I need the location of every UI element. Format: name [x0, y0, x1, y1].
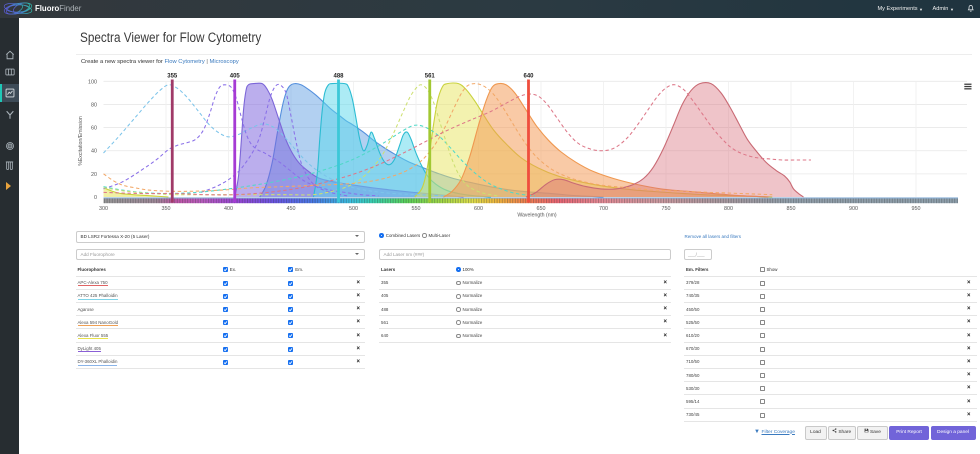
- svg-text:400: 400: [224, 206, 233, 212]
- svg-text:80: 80: [91, 102, 97, 108]
- svg-text:60: 60: [91, 126, 97, 132]
- svg-text:500: 500: [349, 206, 358, 212]
- svg-text:650: 650: [537, 206, 546, 212]
- svg-text:0: 0: [94, 195, 97, 201]
- svg-text:300: 300: [99, 206, 108, 212]
- svg-text:100: 100: [88, 79, 97, 85]
- svg-text:700: 700: [599, 206, 608, 212]
- svg-text:600: 600: [474, 206, 483, 212]
- svg-text:%Excitation/Emission: %Excitation/Emission: [78, 116, 84, 166]
- svg-text:40: 40: [91, 149, 97, 155]
- svg-text:561: 561: [425, 74, 436, 80]
- svg-text:20: 20: [91, 172, 97, 178]
- svg-text:405: 405: [230, 74, 241, 80]
- svg-text:488: 488: [333, 74, 344, 80]
- svg-text:900: 900: [849, 206, 858, 212]
- svg-text:Wavelength (nm): Wavelength (nm): [517, 212, 557, 218]
- svg-text:850: 850: [787, 206, 796, 212]
- svg-text:950: 950: [912, 206, 921, 212]
- svg-text:350: 350: [162, 206, 171, 212]
- svg-text:450: 450: [287, 206, 296, 212]
- svg-text:640: 640: [523, 74, 534, 80]
- svg-text:355: 355: [167, 74, 178, 80]
- svg-text:550: 550: [412, 206, 421, 212]
- svg-text:750: 750: [662, 206, 671, 212]
- svg-text:800: 800: [724, 206, 733, 212]
